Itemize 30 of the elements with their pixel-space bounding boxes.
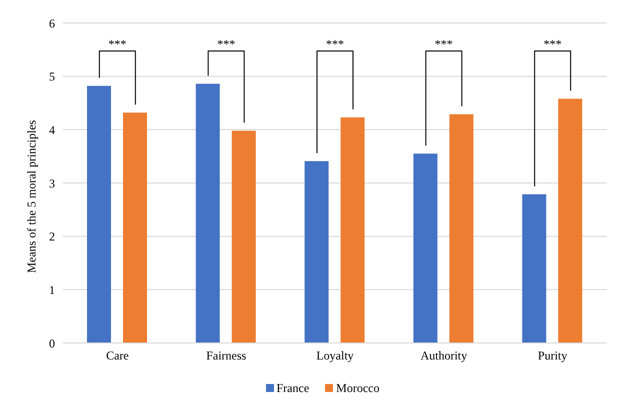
y-axis-title: Means of the 5 moral principles <box>24 120 38 273</box>
bar <box>87 86 111 343</box>
annotation: *** <box>326 37 344 51</box>
bar <box>123 112 147 343</box>
bar <box>196 84 220 343</box>
bar <box>558 98 582 343</box>
y-tick-label: 2 <box>49 230 55 244</box>
annotation: *** <box>434 37 453 51</box>
y-tick-label: 3 <box>49 176 55 190</box>
bar <box>304 161 329 343</box>
x-tick-label: Purity <box>538 348 568 363</box>
y-tick-label: 0 <box>49 336 55 350</box>
bar <box>413 154 438 343</box>
y-tick-label: 6 <box>49 16 55 30</box>
legend-label: Morocco <box>335 380 380 396</box>
bar <box>449 114 474 343</box>
annotation: *** <box>217 37 236 51</box>
y-tick-label: 4 <box>49 122 55 137</box>
annotation: *** <box>544 37 562 51</box>
x-tick-label: Fairness <box>206 348 247 363</box>
y-tick-label: 1 <box>49 282 55 297</box>
x-tick-label: Care <box>106 348 129 363</box>
legend-label: France <box>276 380 310 396</box>
annotation: *** <box>108 37 126 51</box>
bar <box>340 117 365 343</box>
y-tick-label: 5 <box>49 70 55 84</box>
bar <box>522 194 546 343</box>
x-tick-label: Loyalty <box>316 348 354 363</box>
x-tick-label: Authority <box>420 348 468 363</box>
bar <box>232 130 256 343</box>
